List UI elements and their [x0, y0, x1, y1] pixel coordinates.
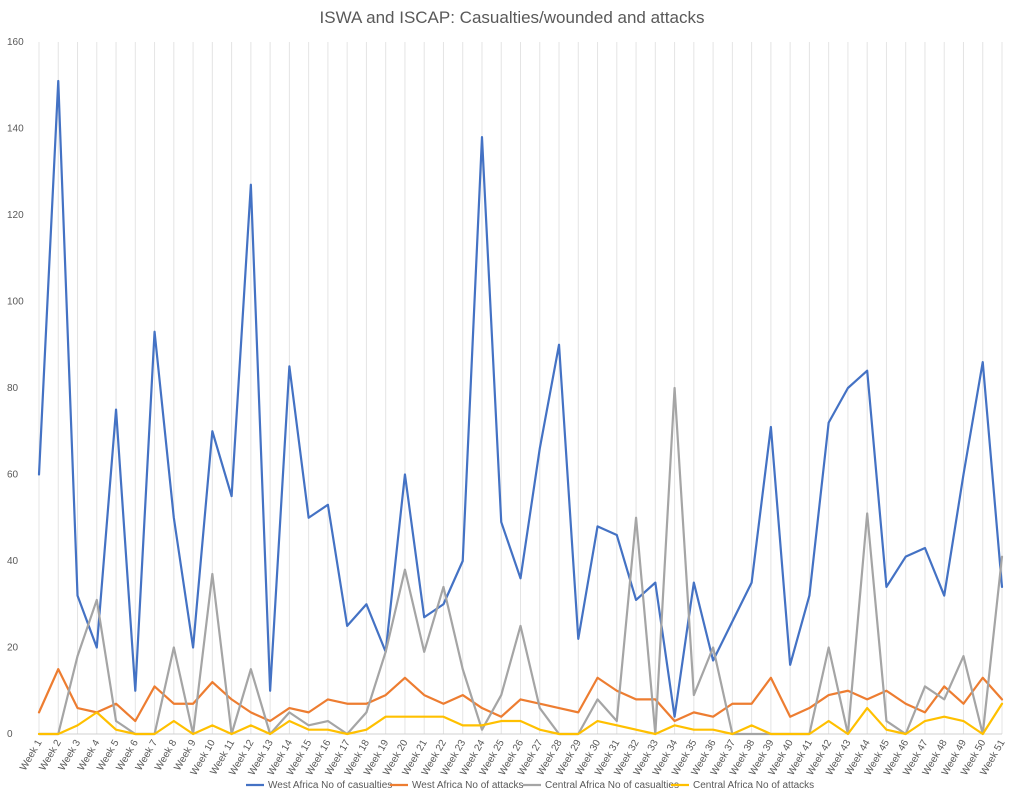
legend-label: West Africa No of casualties	[268, 780, 392, 791]
legend-label: West Africa No of attacks	[412, 780, 524, 791]
y-axis-ticks: 0 20 40 60 80 100 120 140 160	[7, 37, 24, 740]
y-tick-label: 140	[7, 124, 24, 135]
gridlines	[38, 42, 1003, 734]
legend: West Africa No of casualties West Africa …	[246, 780, 814, 791]
series-points-1	[38, 80, 1003, 717]
y-tick-label: 160	[7, 37, 24, 48]
y-tick-label: 20	[7, 643, 19, 654]
chart-title: ISWA and ISCAP: Casualties/wounded and a…	[319, 8, 705, 27]
y-tick-label: 120	[7, 210, 24, 221]
series-group	[37, 79, 1004, 736]
y-tick-label: 100	[7, 297, 24, 308]
y-tick-label: 60	[7, 470, 19, 481]
legend-label: Central Africa No of casualties	[545, 780, 679, 791]
legend-label: Central Africa No of attacks	[693, 780, 814, 791]
series-points-4	[38, 703, 1003, 735]
y-tick-label: 80	[7, 383, 19, 394]
y-tick-label: 0	[7, 729, 13, 740]
y-tick-label: 40	[7, 556, 19, 567]
